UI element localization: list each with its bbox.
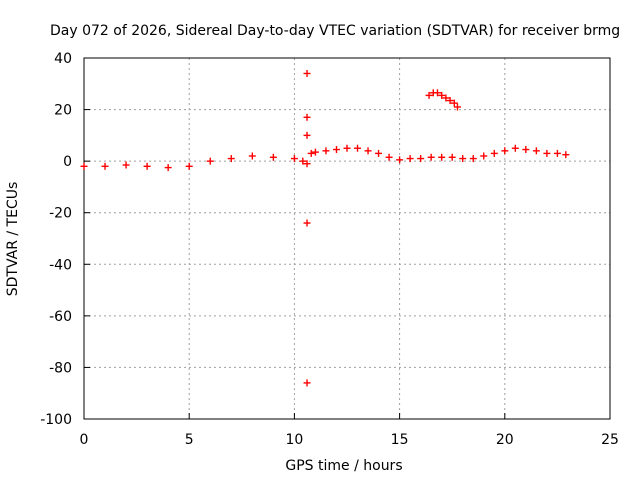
data-point-main-trace	[522, 146, 530, 154]
data-point-main-trace	[122, 161, 130, 169]
data-point-main-trace	[299, 157, 307, 165]
data-point-main-trace	[385, 153, 393, 161]
data-point-arc	[442, 94, 450, 102]
data-point-main-trace	[438, 153, 446, 161]
x-tick-label: 20	[496, 432, 514, 448]
data-point-main-trace	[185, 162, 193, 170]
data-point-main-trace	[143, 162, 151, 170]
data-point-main-trace	[417, 155, 425, 163]
chart-title: Day 072 of 2026, Sidereal Day-to-day VTE…	[50, 23, 620, 39]
data-point-main-trace	[543, 149, 551, 157]
data-point-outliers	[303, 131, 311, 139]
data-point-arc	[438, 91, 446, 99]
y-tick-label: -100	[40, 412, 72, 428]
y-tick-label: 0	[63, 154, 72, 170]
data-point-main-trace	[490, 149, 498, 157]
data-point-main-trace	[248, 152, 256, 160]
data-point-arc	[453, 103, 461, 111]
data-point-main-trace	[375, 149, 383, 157]
data-point-main-trace	[562, 151, 570, 159]
scatter-points	[80, 69, 570, 387]
data-point-main-trace	[469, 155, 477, 163]
data-point-main-trace	[164, 164, 172, 172]
x-tick-label: 10	[285, 432, 303, 448]
data-point-main-trace	[206, 157, 214, 165]
data-point-arc	[433, 89, 441, 97]
data-point-main-trace	[303, 160, 311, 168]
data-point-main-trace	[354, 144, 362, 152]
data-point-main-trace	[406, 155, 414, 163]
x-axis-label: GPS time / hours	[285, 458, 402, 474]
data-point-main-trace	[459, 155, 467, 163]
tick-marks	[83, 57, 611, 420]
data-point-main-trace	[396, 156, 404, 164]
x-tick-label: 0	[80, 432, 89, 448]
data-point-main-trace	[553, 149, 561, 157]
x-tick-label: 5	[185, 432, 194, 448]
data-point-arc	[425, 91, 433, 99]
data-point-main-trace	[311, 148, 319, 156]
data-point-outliers	[303, 69, 311, 77]
grid-lines	[83, 57, 611, 420]
data-point-main-trace	[290, 155, 298, 163]
data-point-main-trace	[269, 153, 277, 161]
data-point-main-trace	[511, 144, 519, 152]
data-point-main-trace	[532, 147, 540, 155]
x-tick-label: 15	[391, 432, 409, 448]
y-axis-label: SDTVAR / TECUs	[5, 182, 21, 297]
data-point-main-trace	[343, 144, 351, 152]
data-point-main-trace	[501, 147, 509, 155]
data-point-main-trace	[332, 146, 340, 154]
y-tick-label: -40	[49, 257, 72, 273]
data-point-outliers	[303, 379, 311, 387]
data-point-main-trace	[227, 155, 235, 163]
y-tick-label: 20	[54, 103, 72, 119]
x-tick-labels: 0 5 10 15 20 25	[80, 432, 619, 448]
data-point-main-trace	[427, 153, 435, 161]
y-tick-label: -20	[49, 206, 72, 222]
y-tick-label: 40	[54, 51, 72, 67]
data-point-main-trace	[307, 149, 315, 157]
data-point-main-trace	[364, 147, 372, 155]
y-tick-label: -60	[49, 309, 72, 325]
data-point-main-trace	[322, 147, 330, 155]
data-point-arc	[446, 97, 454, 105]
data-point-main-trace	[80, 162, 88, 170]
data-point-main-trace	[480, 152, 488, 160]
data-point-main-trace	[448, 153, 456, 161]
data-point-arc	[450, 99, 458, 107]
data-point-outliers	[303, 219, 311, 227]
y-tick-labels: -100 -80 -60 -40 -20 0 20 40	[40, 51, 72, 428]
x-tick-label: 25	[601, 432, 619, 448]
y-tick-label: -80	[49, 360, 72, 376]
data-point-outliers	[303, 113, 311, 121]
data-point-main-trace	[101, 162, 109, 170]
plot-frame	[83, 57, 611, 420]
